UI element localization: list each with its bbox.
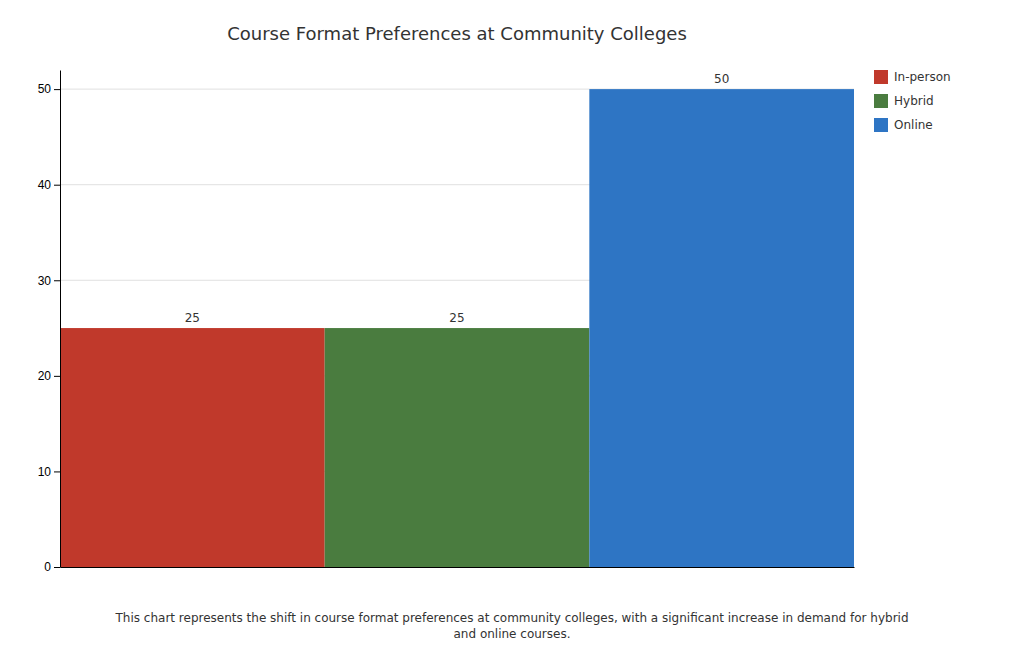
plot: 25 25 50 0 10 20 30 40 50 (38, 71, 855, 575)
footnote-line: This chart represents the shift in cours… (114, 611, 908, 625)
data-labels: 25 25 50 (185, 72, 730, 325)
legend-swatch (874, 118, 888, 132)
legend-item: Hybrid (874, 94, 934, 108)
y-tick-label: 50 (38, 82, 52, 96)
legend-label: Hybrid (894, 94, 934, 108)
y-tick-mark (54, 280, 60, 281)
y-tick: 10 (38, 465, 60, 479)
y-tick-mark (54, 89, 60, 90)
chart: 25 25 50 0 10 20 30 40 50 Course Format Preferenc… (0, 0, 1024, 667)
bar (589, 89, 854, 567)
grid (60, 89, 854, 567)
x-axis-line (61, 567, 855, 568)
legend-swatch (874, 94, 888, 108)
legend: In-person Hybrid Online (874, 70, 951, 132)
legend-item: In-person (874, 70, 951, 84)
y-tick-label: 40 (38, 178, 52, 192)
y-tick-mark (54, 567, 60, 568)
y-tick-label: 20 (38, 369, 52, 383)
bar (60, 328, 325, 567)
y-tick: 40 (38, 178, 60, 192)
footnote: This chart represents the shift in cours… (114, 611, 908, 641)
y-tick-mark (54, 471, 60, 472)
legend-label: In-person (894, 70, 951, 84)
legend-item: Online (874, 118, 933, 132)
data-label: 50 (714, 72, 729, 86)
y-tick-mark (54, 376, 60, 377)
y-tick: 0 (44, 560, 60, 574)
bar (325, 328, 590, 567)
y-axis-line (60, 71, 61, 568)
y-tick-label: 10 (38, 465, 52, 479)
y-tick: 50 (38, 82, 60, 96)
bars (60, 89, 854, 567)
data-label: 25 (449, 311, 464, 325)
y-tick-label: 30 (38, 274, 52, 288)
y-tick: 30 (38, 274, 60, 288)
y-tick-label: 0 (44, 560, 51, 574)
y-tick: 20 (38, 369, 60, 383)
legend-swatch (874, 70, 888, 84)
footnote-line: and online courses. (454, 627, 571, 641)
title: Course Format Preferences at Community C… (227, 23, 687, 44)
data-label: 25 (185, 311, 200, 325)
x-axis (61, 567, 855, 568)
y-tick-mark (54, 185, 60, 186)
y-axis: 0 10 20 30 40 50 (38, 71, 61, 575)
legend-label: Online (894, 118, 933, 132)
